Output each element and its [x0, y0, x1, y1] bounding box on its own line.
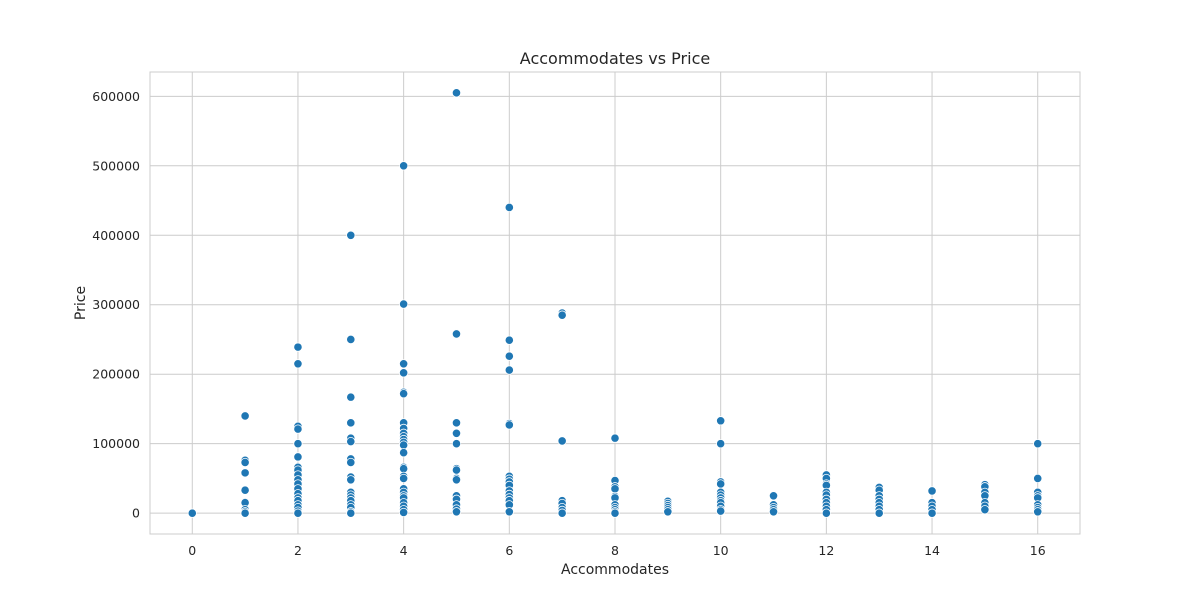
data-point: [451, 475, 462, 485]
data-point: [504, 335, 514, 345]
chart-title: Accommodates vs Price: [520, 49, 710, 68]
data-point: [399, 389, 409, 399]
x-axis-title: Accommodates: [561, 562, 669, 578]
data-point: [451, 439, 462, 449]
plot-frame: [149, 71, 1081, 535]
data-point: [504, 507, 514, 517]
data-point: [240, 411, 250, 421]
data-point: [716, 506, 726, 516]
data-point: [504, 365, 514, 375]
data-point: [557, 436, 567, 446]
data-point: [293, 508, 303, 518]
data-point: [716, 416, 726, 426]
data-point: [1033, 439, 1043, 449]
data-point: [610, 508, 620, 518]
y-tick-label: 300000: [92, 297, 140, 312]
data-point: [293, 342, 303, 352]
x-tick-labels: 0 2 4 6 8 10 12 14 16: [188, 543, 1045, 558]
data-point: [610, 484, 620, 494]
x-tick-label: 6: [505, 543, 513, 558]
data-point: [980, 505, 990, 515]
data-point: [399, 473, 409, 484]
x-tick-label: 4: [400, 543, 408, 558]
x-tick-label: 12: [818, 543, 834, 558]
y-tick-label: 500000: [92, 158, 140, 173]
data-point: [610, 433, 620, 443]
data-point: [293, 359, 303, 369]
data-point: [346, 418, 356, 428]
data-point: [399, 299, 409, 309]
data-point: [451, 465, 462, 475]
data-point: [451, 88, 462, 98]
data-point: [346, 392, 356, 402]
data-point: [1033, 507, 1043, 517]
data-point: [293, 424, 303, 434]
x-tick-label: 10: [713, 543, 729, 558]
data-point: [874, 508, 884, 518]
data-point: [927, 508, 937, 518]
data-point: [768, 491, 779, 501]
data-point: [346, 475, 356, 485]
plot-area: [149, 71, 1081, 535]
data-point: [927, 486, 937, 496]
data-point: [716, 439, 726, 449]
data-point: [240, 468, 250, 478]
data-point: [504, 202, 514, 213]
data-point: [557, 508, 567, 518]
data-point: [399, 359, 409, 369]
data-point: [399, 440, 409, 450]
data-point: [346, 334, 356, 345]
data-point: [240, 485, 250, 495]
y-tick-label: 0: [132, 506, 140, 521]
data-point: [451, 329, 462, 339]
data-point: [399, 161, 409, 171]
y-tick-label: 200000: [92, 367, 140, 382]
x-tick-label: 14: [924, 543, 940, 558]
y-tick-label: 600000: [92, 89, 140, 104]
y-axis-title: Price: [73, 286, 89, 320]
data-point: [240, 457, 250, 468]
data-point: [346, 508, 356, 518]
data-point: [663, 507, 673, 517]
y-tick-label: 100000: [92, 436, 140, 451]
data-point: [399, 368, 409, 378]
data-point: [821, 508, 831, 518]
data-point: [451, 428, 462, 438]
data-point: [768, 507, 779, 517]
data-point: [293, 452, 303, 462]
data-point: [187, 508, 197, 518]
grid: [150, 72, 1080, 534]
x-tick-label: 16: [1030, 543, 1046, 558]
data-point: [451, 507, 462, 517]
data-points: [187, 88, 1043, 518]
data-point: [346, 457, 356, 468]
data-point: [557, 310, 567, 320]
data-point: [504, 351, 514, 361]
data-point: [716, 479, 726, 489]
x-tick-label: 2: [294, 543, 302, 558]
y-tick-labels: 0 100000 200000 300000 400000 500000 600000: [92, 89, 140, 521]
data-point: [504, 420, 514, 430]
data-point: [346, 230, 356, 240]
data-point: [1033, 473, 1043, 484]
data-point: [399, 448, 409, 458]
data-point: [240, 508, 250, 518]
x-tick-label: 8: [611, 543, 619, 558]
data-point: [346, 436, 356, 447]
y-tick-label: 400000: [92, 228, 140, 243]
data-point: [399, 507, 409, 518]
data-point: [293, 439, 303, 449]
x-tick-label: 0: [188, 543, 196, 558]
data-point: [399, 464, 409, 474]
data-point: [451, 418, 462, 428]
